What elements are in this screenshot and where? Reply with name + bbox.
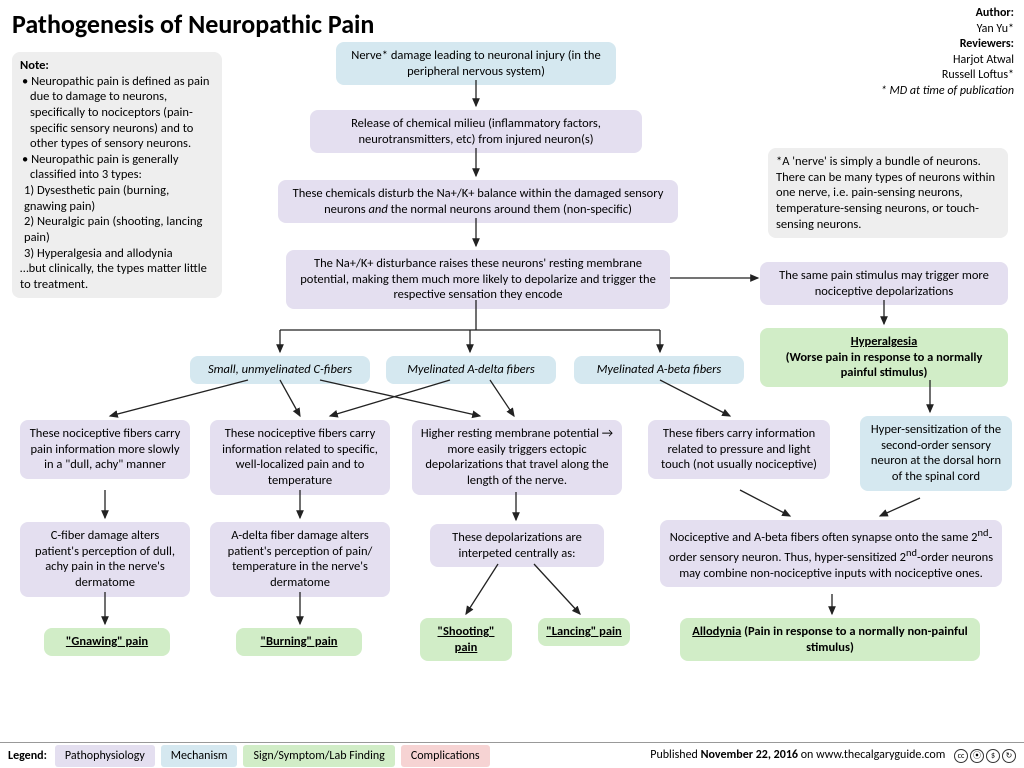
node-text: The Na+/K+ disturbance raises these neur… [300, 256, 656, 302]
node-text: The same pain stimulus may trigger more … [779, 268, 989, 299]
node-text: (Worse pain in response to a normally pa… [768, 350, 1000, 381]
node-text: A-delta fiber damage alters patient's pe… [228, 528, 373, 590]
published: Published November 22, 2016 on www.theca… [642, 748, 1024, 763]
nc-icon: $ [986, 749, 1000, 763]
note-box: Note: • Neuropathic pain is defined as p… [12, 52, 222, 298]
sup: nd [906, 546, 917, 559]
node-text: Myelinated A-delta fibers [407, 362, 535, 377]
note-num-1: Dysesthetic pain (burning, gnawing pain) [24, 183, 169, 214]
node-nerve-damage: Nerve* damage leading to neuronal injury… [336, 42, 616, 85]
node-text: "Gnawing" pain [66, 634, 148, 649]
note-bullet-1: Neuropathic pain is defined as pain due … [30, 74, 209, 152]
header-a-delta: Myelinated A-delta fibers [386, 356, 556, 384]
shooting-pain: "Shooting" pain [420, 618, 512, 661]
header-a-beta: Myelinated A-beta fibers [574, 356, 744, 384]
sa-icon: ↻ [1002, 749, 1016, 763]
node-text: Myelinated A-beta fibers [597, 362, 722, 377]
by-icon: ⦿ [970, 749, 984, 763]
node-resting-potential: The Na+/K+ disturbance raises these neur… [286, 250, 670, 309]
sup: nd [978, 526, 989, 539]
lancing-pain: "Lancing" pain [538, 618, 630, 646]
note-bullet-2: Neuropathic pain is generally classified… [30, 152, 179, 183]
node-text: "Burning" pain [260, 634, 337, 649]
reviewer-1: Harjot Atwal [854, 53, 1014, 69]
legend-comp: Complications [401, 745, 490, 767]
ectopic-depolarization: Higher resting membrane potential → more… [412, 420, 622, 495]
header-c-fibers: Small, unmyelinated C-fibers [190, 356, 370, 384]
legend-sign: Sign/Symptom/Lab Finding [243, 745, 394, 767]
md-note: * MD at time of publication [854, 84, 1014, 100]
legend-mech: Mechanism [161, 745, 238, 767]
note-num-3: Hyperalgesia and allodynia [37, 246, 173, 261]
node-text: (Pain in response to a normally non-pain… [741, 624, 967, 655]
legend-bar: Legend: Pathophysiology Mechanism Sign/S… [0, 742, 1024, 768]
same-stimulus-more: The same pain stimulus may trigger more … [760, 262, 1008, 305]
reviewers-label: Reviewers: [960, 37, 1014, 51]
node-text-i: and [368, 202, 387, 217]
a-delta-damage: A-delta fiber damage alters patient's pe… [210, 522, 390, 597]
author-name: Yan Yu* [854, 22, 1014, 38]
node-text: Small, unmyelinated C-fibers [208, 362, 352, 377]
hyperalgesia: Hyperalgesia (Worse pain in response to … [760, 328, 1008, 387]
nerve-definition: *A 'nerve' is simply a bundle of neurons… [768, 148, 1008, 238]
nerve-definition-text: *A 'nerve' is simply a bundle of neurons… [776, 154, 995, 232]
burning-pain: "Burning" pain [236, 628, 362, 656]
gnawing-pain: "Gnawing" pain [44, 628, 170, 656]
page-title: Pathogenesis of Neuropathic Pain [12, 8, 374, 40]
depolarization-interpreted: These depolarizations are interpeted cen… [430, 524, 604, 567]
cc-icon: cc [954, 749, 968, 763]
node-text: C-fiber damage alters patient's percepti… [35, 528, 175, 590]
allodynia: Allodynia (Pain in response to a normall… [680, 618, 980, 661]
pub-date: November 22, 2016 [701, 748, 798, 762]
pub-suffix: on www.thecalgaryguide.com [798, 748, 945, 762]
node-text: These nociceptive fibers carry informati… [222, 426, 378, 488]
note-num-2: Neuralgic pain (shooting, lancing pain) [24, 214, 202, 245]
node-na-k-disturb: These chemicals disturb the Na+/K+ balan… [278, 180, 678, 223]
c-fiber-info: These nociceptive fibers carry pain info… [20, 420, 190, 479]
reviewer-2: Russell Loftus* [854, 68, 1014, 84]
legend-patho: Pathophysiology [55, 745, 155, 767]
c-fiber-damage: C-fiber damage alters patient's percepti… [20, 522, 190, 597]
node-text: "Lancing" pain [546, 624, 622, 639]
a-beta-info: These fibers carry information related t… [648, 420, 830, 479]
pub-prefix: Published [650, 748, 700, 762]
node-text: Allodynia [692, 624, 741, 639]
node-text: Release of chemical milieu (inflammatory… [351, 116, 601, 147]
node-text: Nerve* damage leading to neuronal injury… [351, 48, 600, 79]
node-text: Higher resting membrane potential → more… [421, 426, 613, 488]
a-delta-info: These nociceptive fibers carry informati… [210, 420, 390, 495]
node-text: "Shooting" pain [438, 624, 495, 655]
node-text: Hyperalgesia [768, 334, 1000, 350]
cc-icons: cc⦿$↻ [954, 749, 1016, 763]
author-label: Author: [976, 6, 1014, 20]
meta-block: Author: Yan Yu* Reviewers: Harjot Atwal … [854, 6, 1014, 100]
hyper-sensitization: Hyper-sensitization of the second-order … [860, 416, 1012, 491]
node-text: These nociceptive fibers carry pain info… [30, 426, 181, 472]
synapse-combine: Nociceptive and A-beta fibers often syna… [660, 520, 1002, 587]
legend-label: Legend: [0, 749, 55, 763]
note-tail: …but clinically, the types matter little… [20, 261, 214, 292]
node-text: These fibers carry information related t… [661, 426, 817, 472]
note-heading: Note: [20, 58, 214, 74]
node-text: Hyper-sensitization of the second-order … [871, 422, 1001, 484]
node-chemical-release: Release of chemical milieu (inflammatory… [310, 110, 642, 153]
node-text: the normal neurons around them (non-spec… [388, 202, 632, 217]
node-text: These depolarizations are interpeted cen… [452, 530, 582, 561]
node-text: Nociceptive and A-beta fibers often syna… [670, 530, 978, 545]
